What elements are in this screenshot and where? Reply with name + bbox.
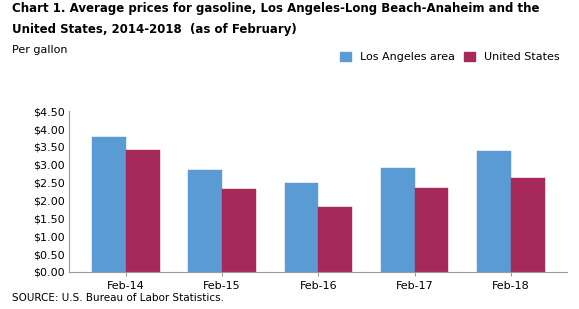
Bar [381,168,415,272]
Bar [285,183,318,272]
Bar [188,170,222,272]
Bar [126,150,160,272]
Bar [222,189,256,272]
Text: SOURCE: U.S. Bureau of Labor Statistics.: SOURCE: U.S. Bureau of Labor Statistics. [12,293,223,303]
Text: United States, 2014-2018  (as of February): United States, 2014-2018 (as of February… [12,23,296,36]
Bar [415,188,449,272]
Bar [92,137,126,272]
Bar [477,151,511,272]
Text: Per gallon: Per gallon [12,45,67,55]
Bar [318,207,352,272]
Legend: Los Angeles area, United States: Los Angeles area, United States [338,49,562,64]
Text: Chart 1. Average prices for gasoline, Los Angeles-Long Beach-Anaheim and the: Chart 1. Average prices for gasoline, Lo… [12,2,539,15]
Bar [511,178,545,272]
